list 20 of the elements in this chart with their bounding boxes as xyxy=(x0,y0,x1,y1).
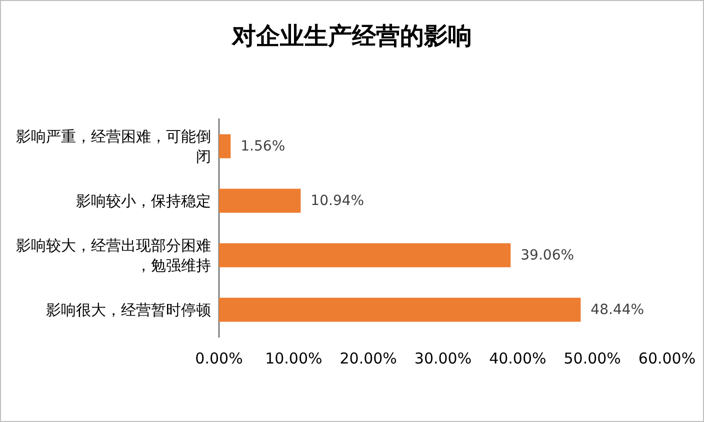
x-tick-label: 30.00% xyxy=(414,350,472,368)
data-label: 48.44% xyxy=(590,302,644,318)
bar xyxy=(219,188,301,213)
y-tick-label: 影响很大，经营暂时停顿 xyxy=(46,300,211,319)
data-label: 39.06% xyxy=(520,247,574,264)
x-tick-label: 0.00% xyxy=(195,350,243,368)
y-tick-label: 影响较大，经营出现部分困难，勉强维持 xyxy=(16,236,211,274)
x-tick-label: 40.00% xyxy=(489,350,546,368)
bar xyxy=(219,243,511,268)
bar xyxy=(219,298,581,322)
x-tick-label: 50.00% xyxy=(564,350,621,368)
data-label: 10.94% xyxy=(310,192,364,209)
data-label: 1.56% xyxy=(240,138,286,154)
chart-title: 对企业生产经营的影响 xyxy=(231,22,472,50)
bar xyxy=(219,134,231,158)
x-tick-label: 20.00% xyxy=(340,350,397,368)
y-tick-label: 影响较小，保持稳定 xyxy=(76,192,211,210)
y-tick-label: 影响严重，经营困难，可能倒闭 xyxy=(16,127,211,166)
x-tick-label: 10.00% xyxy=(265,350,322,368)
x-tick-label: 60.00% xyxy=(638,350,696,368)
